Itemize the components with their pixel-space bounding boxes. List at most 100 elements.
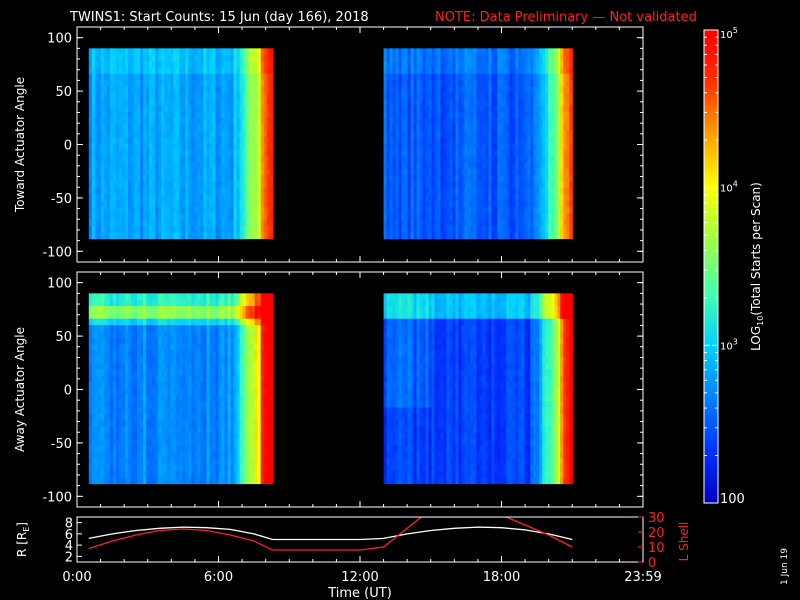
heatmap-cell xyxy=(491,80,495,87)
heatmap-cell xyxy=(527,92,531,100)
heatmap-cell xyxy=(152,306,156,313)
heatmap-cell xyxy=(458,206,463,214)
heatmap-cell xyxy=(221,67,226,75)
heatmap-cell xyxy=(103,426,108,434)
heatmap-cell xyxy=(395,149,400,157)
heatmap-cell xyxy=(512,67,516,75)
heatmap-cell xyxy=(146,194,150,202)
heatmap-cell xyxy=(539,213,543,221)
heatmap-cell xyxy=(395,175,400,183)
heatmap-cell xyxy=(164,369,168,377)
heatmap-cell xyxy=(536,156,540,164)
heatmap-cell xyxy=(416,225,421,233)
heatmap-cell xyxy=(212,124,217,132)
heatmap-cell xyxy=(239,181,244,189)
heatmap-cell xyxy=(200,375,204,383)
heatmap-cell xyxy=(536,219,540,227)
heatmap-cell xyxy=(257,206,262,214)
heatmap-cell xyxy=(212,54,217,62)
heatmap-cell xyxy=(404,194,409,202)
heatmap-cell xyxy=(545,111,549,119)
heatmap-cell xyxy=(554,111,558,119)
heatmap-cell xyxy=(158,477,162,485)
heatmap-cell xyxy=(446,149,451,157)
heatmap-cell xyxy=(106,143,111,151)
heatmap-cell xyxy=(188,124,192,132)
heatmap-cell xyxy=(161,219,165,227)
heatmap-cell xyxy=(140,401,144,409)
heatmap-cell xyxy=(230,99,235,107)
heatmap-cell xyxy=(134,439,138,447)
heatmap-cell xyxy=(176,426,180,434)
heatmap-cell xyxy=(161,105,165,113)
heatmap-cell xyxy=(161,331,165,339)
heatmap-cell xyxy=(404,143,409,151)
heatmap-cell xyxy=(500,67,504,75)
heatmap-cell xyxy=(188,451,192,459)
heatmap-cell xyxy=(103,382,108,390)
heatmap-cell xyxy=(164,48,168,56)
heatmap-cell xyxy=(158,206,162,214)
heatmap-cell xyxy=(140,477,144,485)
heatmap-cell xyxy=(91,175,96,183)
heatmap-cell xyxy=(230,175,235,183)
heatmap-cell xyxy=(109,61,114,68)
heatmap-cell xyxy=(527,73,531,81)
heatmap-cell xyxy=(386,200,391,208)
heatmap-cell xyxy=(127,439,132,447)
heatmap-cell xyxy=(97,118,102,126)
heatmap-cell xyxy=(191,67,195,75)
heatmap-cell xyxy=(560,175,564,183)
heatmap-cell xyxy=(464,137,469,145)
heatmap-cell xyxy=(458,187,463,195)
heatmap-cell xyxy=(215,232,220,240)
heatmap-cell xyxy=(434,175,439,183)
heatmap-cell xyxy=(431,162,436,170)
heatmap-cell xyxy=(118,86,123,94)
heatmap-cell xyxy=(416,175,421,183)
heatmap-cell xyxy=(554,86,558,94)
heatmap-cell xyxy=(503,181,507,189)
heatmap-cell xyxy=(518,194,522,202)
heatmap-cell xyxy=(149,420,153,428)
heatmap-cell xyxy=(115,458,120,466)
heatmap-cell xyxy=(410,137,415,145)
heatmap-cell xyxy=(206,187,211,195)
heatmap-cell xyxy=(227,124,232,132)
heatmap-cell xyxy=(115,344,120,352)
heatmap-cell xyxy=(461,67,466,75)
heatmap-cell xyxy=(134,92,138,100)
heatmap-cell xyxy=(482,80,486,87)
heatmap-cell xyxy=(479,194,483,202)
heatmap-cell xyxy=(149,445,153,453)
heatmap-cell xyxy=(557,54,561,62)
heatmap-cell xyxy=(503,194,507,202)
heatmap-cell xyxy=(109,293,114,301)
heatmap-cell xyxy=(395,111,400,119)
heatmap-cell xyxy=(263,213,268,221)
heatmap-cell xyxy=(176,48,180,56)
heatmap-cell xyxy=(176,118,180,126)
heatmap-cell xyxy=(422,67,427,75)
heatmap-cell xyxy=(536,130,540,138)
heatmap-cell xyxy=(118,48,123,56)
heatmap-cell xyxy=(206,137,211,145)
heatmap-cell xyxy=(416,200,421,208)
heatmap-cell xyxy=(257,48,262,56)
heatmap-cell xyxy=(203,299,207,307)
heatmap-cell xyxy=(551,219,555,227)
heatmap-cell xyxy=(91,232,96,240)
heatmap-cell xyxy=(91,382,96,390)
heatmap-cell xyxy=(470,200,475,208)
heatmap-cell xyxy=(245,200,250,208)
heatmap-cell xyxy=(233,156,238,164)
heatmap-cell xyxy=(476,156,481,164)
heatmap-cell xyxy=(182,48,186,56)
heatmap-cell xyxy=(245,219,250,227)
heatmap-cell xyxy=(248,225,253,233)
heatmap-cell xyxy=(109,168,114,176)
heatmap-cell xyxy=(500,92,504,100)
heatmap-cell xyxy=(131,293,135,301)
heatmap-cell xyxy=(91,445,96,453)
heatmap-cell xyxy=(251,67,256,75)
